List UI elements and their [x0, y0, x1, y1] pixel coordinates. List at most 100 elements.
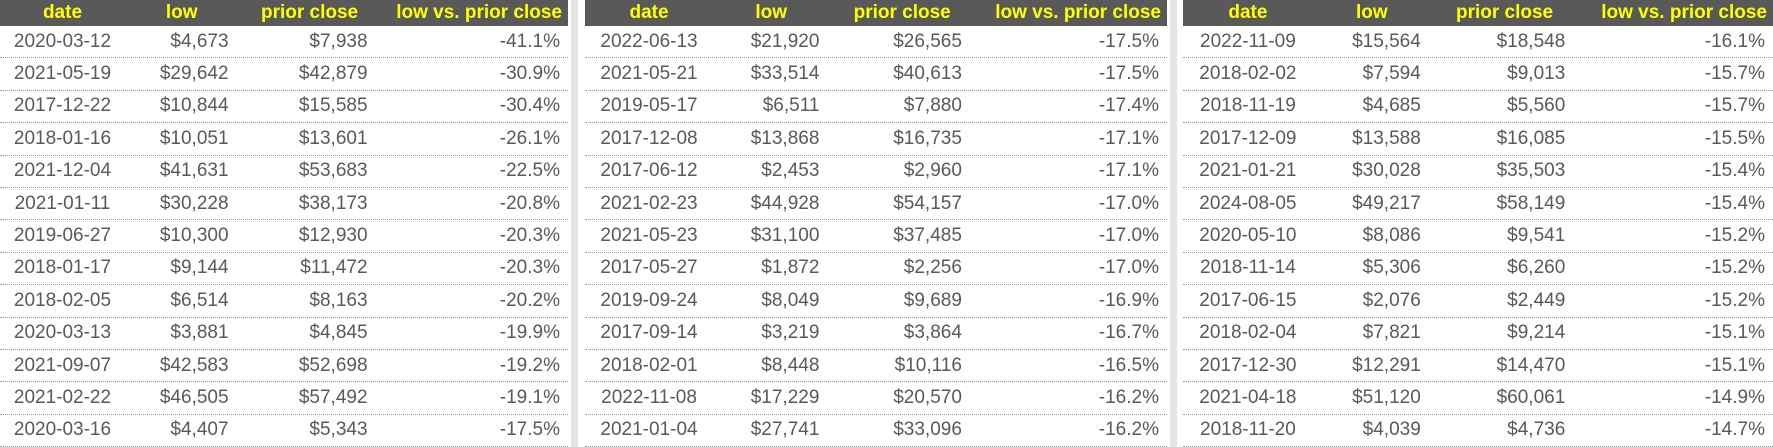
prior-close-cell: $37,485	[893, 225, 962, 247]
low-vs-prior-close-cell: -15.4%	[1704, 160, 1765, 182]
low-cell: $13,588	[1352, 127, 1421, 149]
prior-close-cell: $18,548	[1496, 30, 1566, 52]
low-cell: $42,583	[159, 354, 229, 376]
date-cell: 2017-12-08	[600, 127, 698, 149]
prior-close-cell: $5,560	[1507, 95, 1566, 117]
low-vs-prior-close-cell: -16.5%	[1098, 354, 1159, 376]
low-cell: $44,928	[750, 192, 820, 214]
date-cell: 2017-12-09	[1199, 127, 1297, 149]
column-header-low: low	[755, 2, 788, 23]
table-drawdowns-2: date low prior close low vs. prior close…	[585, 0, 1167, 447]
date-cell: 2020-03-16	[13, 419, 112, 441]
low-cell: $8,086	[1362, 225, 1421, 247]
table-drawdowns-3: date low prior close low vs. prior close…	[1183, 0, 1773, 447]
prior-close-cell: $40,613	[893, 63, 962, 85]
low-cell: $51,120	[1352, 386, 1421, 408]
low-cell: $21,920	[750, 30, 820, 52]
date-cell: 2018-11-14	[1200, 257, 1296, 279]
low-cell: $17,229	[750, 386, 820, 408]
low-cell: $2,076	[1362, 289, 1421, 311]
low-vs-prior-close-cell: -15.1%	[1704, 322, 1765, 344]
column-header-low-vs-prior-close: low vs. prior close	[1601, 2, 1767, 23]
prior-close-cell: $9,689	[903, 289, 962, 311]
low-vs-prior-close-cell: -14.9%	[1704, 386, 1765, 408]
low-cell: $15,564	[1352, 30, 1421, 52]
table-row: 2018-01-16 $10,051 $13,601 -26.1%	[0, 123, 568, 156]
table-header-row: date low prior close low vs. prior close	[0, 0, 568, 26]
low-vs-prior-close-cell: -15.1%	[1704, 354, 1765, 376]
table-row: 2017-12-22 $10,844 $15,585 -30.4%	[0, 90, 568, 124]
low-vs-prior-close-cell: -17.4%	[1098, 95, 1159, 117]
table-row: 2021-02-23 $44,928 $54,157 -17.0%	[585, 187, 1167, 221]
low-vs-prior-close-cell: -17.5%	[499, 419, 560, 441]
gutter-strip	[571, 0, 578, 447]
table-body: 2022-11-09 $15,564 $18,548 -16.1% 2018-02-02…	[1183, 26, 1773, 447]
table-body: 2022-06-13 $21,920 $26,565 -17.5% 2021-05-21…	[585, 26, 1167, 447]
table-row: 2017-06-12 $2,453 $2,960 -17.1%	[585, 155, 1167, 188]
table-row: 2018-02-04 $7,821 $9,214 -15.1%	[1183, 317, 1773, 350]
date-cell: 2021-09-07	[13, 354, 112, 376]
date-cell: 2021-12-04	[13, 160, 112, 182]
prior-close-cell: $20,570	[893, 386, 962, 408]
low-cell: $7,594	[1362, 63, 1421, 85]
low-cell: $12,291	[1352, 354, 1421, 376]
prior-close-cell: $2,960	[903, 160, 962, 182]
low-vs-prior-close-cell: -19.1%	[499, 386, 560, 408]
low-vs-prior-close-cell: -15.2%	[1704, 225, 1765, 247]
prior-close-cell: $7,938	[309, 30, 368, 52]
prior-close-cell: $4,736	[1507, 419, 1566, 441]
table-row: 2022-11-08 $17,229 $20,570 -16.2%	[585, 382, 1167, 415]
date-cell: 2024-08-05	[1199, 192, 1297, 214]
prior-close-cell: $58,149	[1496, 192, 1566, 214]
date-cell: 2021-01-04	[600, 419, 698, 441]
prior-close-cell: $16,735	[893, 127, 962, 149]
table-row: 2017-05-27 $1,872 $2,256 -17.0%	[585, 252, 1167, 286]
prior-close-cell: $14,470	[1496, 354, 1566, 376]
low-vs-prior-close-cell: -19.9%	[499, 322, 560, 344]
prior-close-cell: $53,683	[298, 160, 368, 182]
low-vs-prior-close-cell: -15.7%	[1704, 63, 1765, 85]
low-cell: $30,028	[1352, 160, 1421, 182]
date-cell: 2022-06-13	[600, 30, 698, 52]
date-cell: 2017-09-14	[600, 322, 698, 344]
low-cell: $4,685	[1362, 95, 1421, 117]
low-vs-prior-close-cell: -17.1%	[1098, 160, 1159, 182]
prior-close-cell: $13,601	[298, 127, 368, 149]
low-cell: $30,228	[159, 192, 229, 214]
low-cell: $4,673	[170, 30, 229, 52]
low-cell: $10,051	[159, 127, 229, 149]
low-vs-prior-close-cell: -41.1%	[499, 30, 560, 52]
date-cell: 2018-02-02	[1199, 63, 1297, 85]
date-cell: 2017-12-22	[13, 95, 112, 117]
low-vs-prior-close-cell: -15.7%	[1704, 95, 1765, 117]
low-vs-prior-close-cell: -16.9%	[1098, 289, 1159, 311]
table-row: 2020-03-13 $3,881 $4,845 -19.9%	[0, 317, 568, 350]
low-cell: $5,306	[1362, 257, 1421, 279]
table-header-row: date low prior close low vs. prior close	[585, 0, 1167, 26]
date-cell: 2020-05-10	[1199, 225, 1297, 247]
prior-close-cell: $3,864	[903, 322, 962, 344]
prior-close-cell: $26,565	[893, 30, 962, 52]
table-row: 2017-12-30 $12,291 $14,470 -15.1%	[1183, 349, 1773, 383]
date-cell: 2017-06-12	[600, 160, 698, 182]
prior-close-cell: $8,163	[309, 289, 368, 311]
low-cell: $6,511	[762, 95, 820, 117]
date-cell: 2019-05-17	[600, 95, 698, 117]
date-cell: 2019-09-24	[600, 289, 698, 311]
table-row: 2021-09-07 $42,583 $52,698 -19.2%	[0, 349, 568, 383]
date-cell: 2018-11-20	[1200, 419, 1296, 441]
low-cell: $8,448	[761, 354, 820, 376]
date-cell: 2021-01-21	[1199, 160, 1297, 182]
table-row: 2021-02-22 $46,505 $57,492 -19.1%	[0, 382, 568, 415]
prior-close-cell: $60,061	[1496, 386, 1566, 408]
date-cell: 2018-01-17	[13, 257, 112, 279]
table-row: 2018-02-05 $6,514 $8,163 -20.2%	[0, 285, 568, 318]
prior-close-cell: $4,845	[309, 322, 368, 344]
date-cell: 2021-05-19	[13, 63, 112, 85]
table-row: 2019-05-17 $6,511 $7,880 -17.4%	[585, 90, 1167, 124]
low-vs-prior-close-cell: -22.5%	[499, 160, 560, 182]
low-cell: $7,821	[1362, 322, 1421, 344]
low-vs-prior-close-cell: -20.2%	[499, 289, 560, 311]
low-cell: $3,881	[170, 322, 229, 344]
